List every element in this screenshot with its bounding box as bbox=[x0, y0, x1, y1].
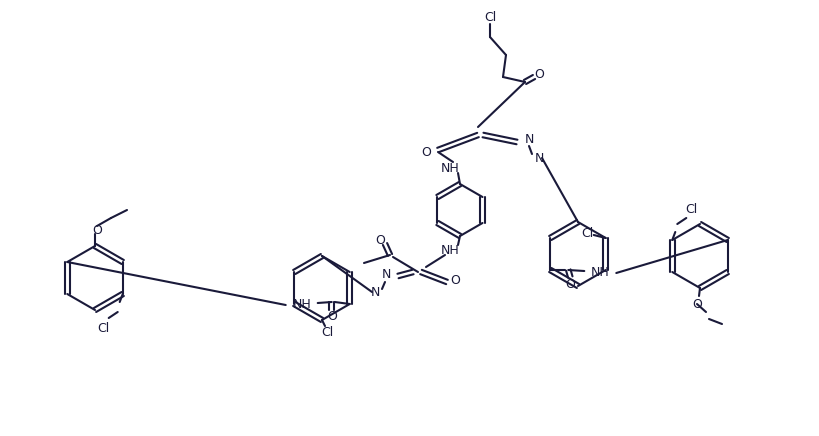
Text: Cl: Cl bbox=[685, 202, 697, 215]
Text: N: N bbox=[381, 269, 390, 282]
Text: NH: NH bbox=[292, 299, 310, 311]
Text: Cl: Cl bbox=[483, 10, 495, 24]
Text: N: N bbox=[534, 151, 543, 164]
Text: N: N bbox=[523, 133, 533, 146]
Text: O: O bbox=[450, 275, 459, 287]
Text: O: O bbox=[564, 277, 574, 290]
Text: NH: NH bbox=[590, 266, 609, 279]
Text: O: O bbox=[327, 310, 337, 324]
Text: Cl: Cl bbox=[320, 327, 333, 340]
Text: O: O bbox=[691, 297, 701, 310]
Text: NH: NH bbox=[440, 243, 459, 256]
Text: O: O bbox=[420, 146, 431, 159]
Text: O: O bbox=[374, 234, 384, 246]
Text: O: O bbox=[92, 224, 102, 236]
Text: NH: NH bbox=[440, 161, 459, 174]
Text: Cl: Cl bbox=[581, 226, 593, 239]
Text: N: N bbox=[370, 286, 379, 299]
Text: Cl: Cl bbox=[97, 321, 110, 334]
Text: O: O bbox=[533, 68, 543, 81]
